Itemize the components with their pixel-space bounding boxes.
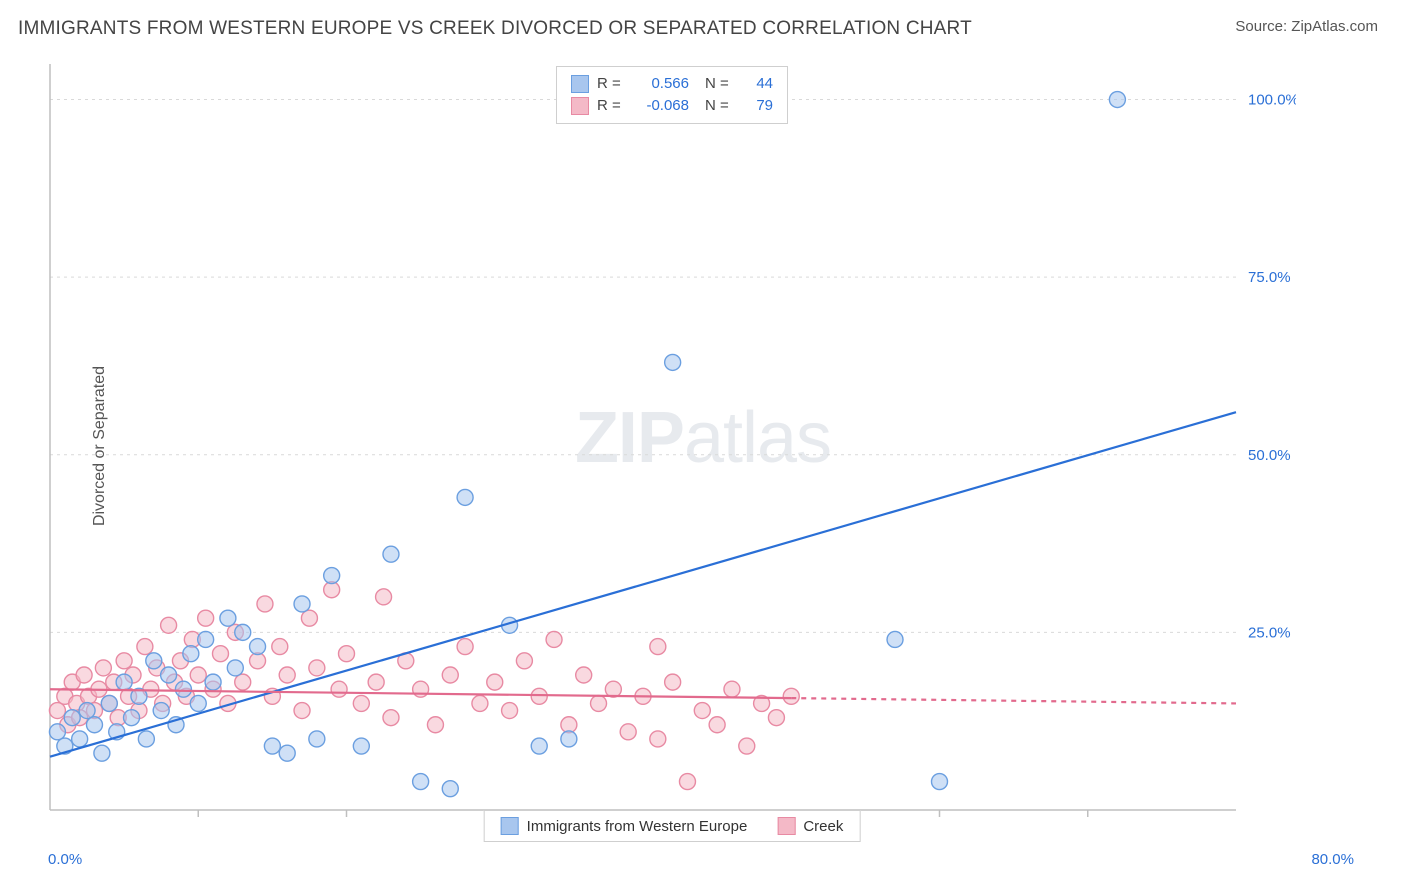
chart-area: 25.0% 50.0% 75.0% 100.0% R = 0.566 N = 44 R… <box>48 60 1296 840</box>
legend-row-pink: R = -0.068 N = 79 <box>571 95 773 117</box>
chart-title: IMMIGRANTS FROM WESTERN EUROPE VS CREEK … <box>18 18 972 40</box>
x-tick-max: 80.0% <box>1311 851 1354 868</box>
series-legend: Immigrants from Western Europe Creek <box>484 810 861 842</box>
svg-text:100.0%: 100.0% <box>1248 92 1296 109</box>
correlation-legend: R = 0.566 N = 44 R = -0.068 N = 79 <box>556 66 788 124</box>
svg-text:75.0%: 75.0% <box>1248 269 1291 286</box>
legend-row-blue: R = 0.566 N = 44 <box>571 73 773 95</box>
swatch-pink <box>571 97 589 115</box>
source-attribution: Source: ZipAtlas.com <box>1235 18 1378 35</box>
legend-item-blue: Immigrants from Western Europe <box>501 817 748 835</box>
legend-item-pink: Creek <box>777 817 843 835</box>
scatter-plot-svg: 25.0% 50.0% 75.0% 100.0% <box>48 60 1296 840</box>
svg-text:50.0%: 50.0% <box>1248 447 1291 464</box>
x-tick-min: 0.0% <box>48 851 82 868</box>
swatch-blue <box>571 75 589 93</box>
svg-text:25.0%: 25.0% <box>1248 624 1291 641</box>
